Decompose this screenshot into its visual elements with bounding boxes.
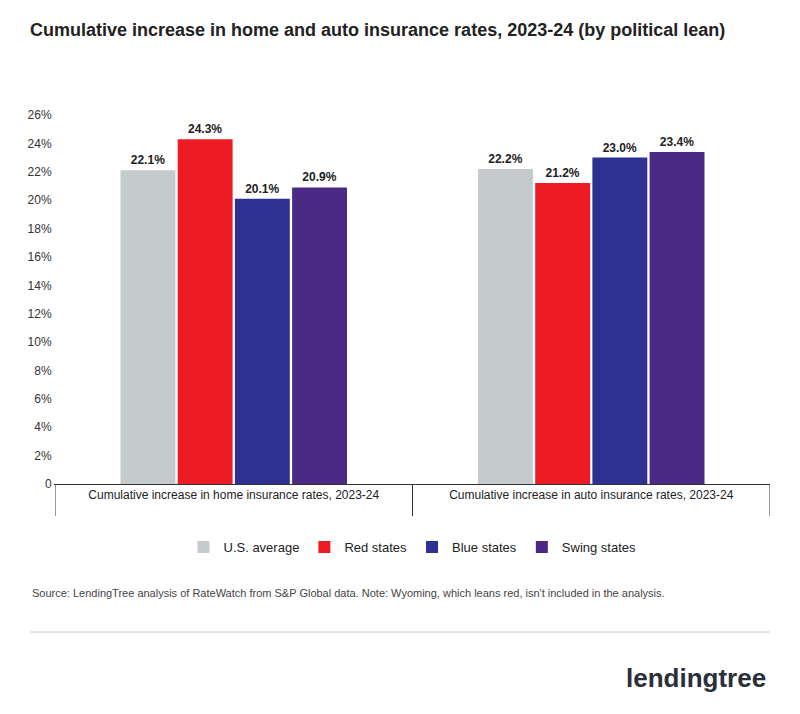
svg-text:Cumulative increase in home an: Cumulative increase in home and auto ins… <box>30 20 725 40</box>
svg-text:20.9%: 20.9% <box>302 170 336 184</box>
svg-text:24%: 24% <box>28 137 52 151</box>
svg-text:6%: 6% <box>34 392 52 406</box>
svg-text:4%: 4% <box>34 420 52 434</box>
svg-text:20.1%: 20.1% <box>245 182 279 196</box>
svg-text:23.4%: 23.4% <box>660 135 694 149</box>
svg-text:8%: 8% <box>34 364 52 378</box>
svg-text:22%: 22% <box>28 165 52 179</box>
svg-text:26%: 26% <box>28 108 52 122</box>
svg-text:21.2%: 21.2% <box>545 166 579 180</box>
svg-text:18%: 18% <box>28 222 52 236</box>
svg-text:Source: LendingTree analysis o: Source: LendingTree analysis of RateWatc… <box>32 587 665 599</box>
svg-text:Swing states: Swing states <box>562 540 636 555</box>
svg-text:12%: 12% <box>28 307 52 321</box>
svg-text:24.3%: 24.3% <box>188 122 222 136</box>
svg-text:lendingtree: lendingtree <box>626 663 766 693</box>
svg-text:14%: 14% <box>28 279 52 293</box>
svg-text:2%: 2% <box>34 449 52 463</box>
svg-text:U.S. average: U.S. average <box>224 540 300 555</box>
svg-text:16%: 16% <box>28 250 52 264</box>
svg-text:22.1%: 22.1% <box>131 153 165 167</box>
svg-text:20%: 20% <box>28 193 52 207</box>
svg-text:Cumulative increase in auto in: Cumulative increase in auto insurance ra… <box>449 488 733 502</box>
svg-text:0: 0 <box>45 477 52 491</box>
svg-text:10%: 10% <box>28 335 52 349</box>
svg-text:Cumulative increase in home in: Cumulative increase in home insurance ra… <box>88 488 379 502</box>
svg-text:Red states: Red states <box>344 540 407 555</box>
svg-text:23.0%: 23.0% <box>603 141 637 155</box>
svg-text:22.2%: 22.2% <box>488 152 522 166</box>
svg-text:Blue states: Blue states <box>452 540 517 555</box>
